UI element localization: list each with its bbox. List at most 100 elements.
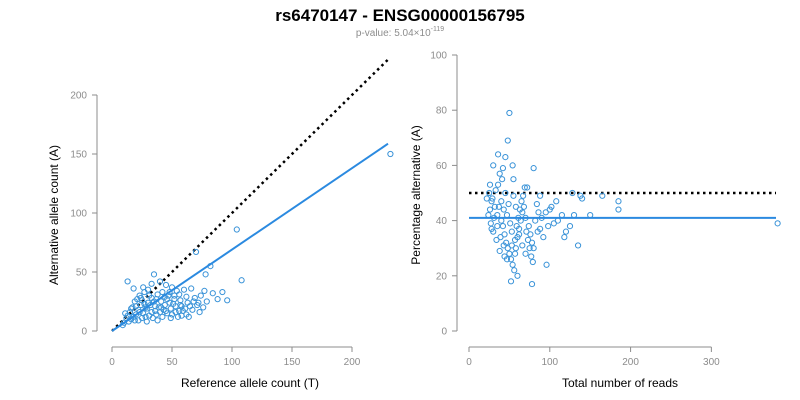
reference-line xyxy=(111,58,389,332)
data-point xyxy=(507,256,515,263)
data-point xyxy=(137,294,144,302)
data-point xyxy=(158,304,165,311)
data-point xyxy=(131,317,138,324)
data-point xyxy=(542,209,549,216)
data-point xyxy=(520,192,527,199)
data-point xyxy=(191,294,198,302)
data-point xyxy=(513,223,520,230)
x-tick-label: 200 xyxy=(622,357,639,368)
data-point xyxy=(511,250,519,257)
data-point xyxy=(488,198,495,205)
data-point xyxy=(574,242,582,249)
data-point xyxy=(524,236,532,244)
data-point xyxy=(497,234,504,241)
data-point xyxy=(171,292,178,299)
data-point xyxy=(511,267,518,274)
data-point xyxy=(509,261,516,268)
data-point xyxy=(136,309,143,316)
data-point xyxy=(543,261,550,268)
data-point xyxy=(561,234,568,241)
y-tick-label: 0 xyxy=(441,327,447,338)
data-point xyxy=(499,176,506,183)
data-point xyxy=(146,292,153,299)
data-point xyxy=(141,300,148,307)
data-point xyxy=(498,198,505,205)
data-point xyxy=(189,306,196,313)
data-point xyxy=(536,192,544,199)
x-tick-label: 300 xyxy=(703,357,720,368)
data-point xyxy=(173,287,180,294)
data-point xyxy=(177,301,184,309)
data-point xyxy=(224,297,231,304)
data-point xyxy=(514,272,521,279)
data-point xyxy=(167,314,174,322)
data-point xyxy=(522,250,529,257)
data-point xyxy=(527,231,534,238)
data-point xyxy=(774,220,781,227)
x-tick-label: 0 xyxy=(109,357,115,368)
data-point xyxy=(502,189,509,197)
y-tick-label: 50 xyxy=(76,268,88,279)
x-axis-title: Reference allele count (T) xyxy=(181,376,319,390)
data-point xyxy=(176,307,183,315)
data-point xyxy=(562,228,570,235)
data-point xyxy=(526,245,533,252)
data-point xyxy=(501,231,508,238)
data-point xyxy=(201,287,208,294)
data-point xyxy=(518,198,525,205)
data-point xyxy=(129,304,136,311)
data-point xyxy=(510,192,517,199)
data-point xyxy=(167,305,174,312)
data-point xyxy=(494,223,501,230)
data-point xyxy=(519,242,526,249)
data-point xyxy=(183,311,190,318)
data-point xyxy=(515,231,523,238)
data-point xyxy=(536,225,544,232)
x-tick-label: 50 xyxy=(166,357,178,368)
data-point xyxy=(159,288,166,296)
data-point xyxy=(486,181,494,188)
data-point xyxy=(488,225,495,232)
data-point xyxy=(507,220,514,227)
data-point xyxy=(615,206,622,213)
data-point xyxy=(493,236,500,244)
data-point xyxy=(196,309,203,316)
data-point xyxy=(535,209,542,216)
data-point xyxy=(496,170,503,177)
data-point xyxy=(233,226,240,233)
data-point xyxy=(152,303,159,310)
data-point xyxy=(159,313,166,320)
y-tick-label: 80 xyxy=(436,106,448,117)
data-point xyxy=(219,288,226,296)
data-point xyxy=(182,305,189,312)
data-point xyxy=(502,154,509,161)
p-value-exponent: -119 xyxy=(431,26,445,33)
plot-1: 0 50 100 150 200 0 50 100 150 200 Reference allele… xyxy=(47,58,394,390)
data-point xyxy=(143,318,150,325)
y-tick-label: 200 xyxy=(70,91,87,102)
data-point xyxy=(528,239,536,246)
data-point xyxy=(209,290,216,297)
data-point xyxy=(124,278,131,285)
data-point xyxy=(599,192,606,199)
data-point xyxy=(510,176,517,183)
data-point xyxy=(494,151,502,158)
data-point xyxy=(504,245,511,252)
data-point xyxy=(503,256,511,263)
data-point xyxy=(495,203,502,210)
data-point xyxy=(183,293,190,300)
y-axis-title: Percentage alternative (A) xyxy=(409,125,423,264)
y-tick-label: 40 xyxy=(436,216,448,227)
data-point xyxy=(525,223,532,230)
data-point xyxy=(528,253,535,260)
data-point xyxy=(499,223,507,230)
y-tick-label: 100 xyxy=(70,209,87,220)
data-point xyxy=(166,288,173,296)
x-tick-label: 150 xyxy=(284,357,301,368)
data-point xyxy=(162,281,170,289)
y-tick-label: 60 xyxy=(436,161,448,172)
data-point xyxy=(194,301,201,309)
data-point xyxy=(533,200,540,208)
data-point xyxy=(499,165,507,172)
